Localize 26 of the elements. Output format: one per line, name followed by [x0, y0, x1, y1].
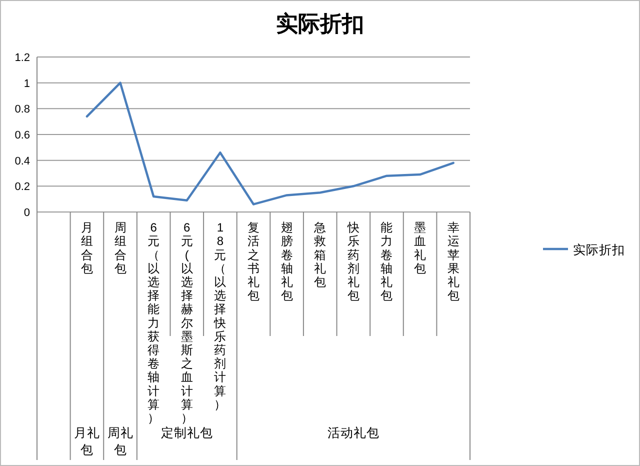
y-tick-label: 0.6	[14, 130, 30, 142]
line-series	[86, 82, 454, 206]
x-tick-label: 月组合包	[80, 220, 93, 276]
text: 月礼包	[74, 426, 100, 457]
y-tick-label: 1.2	[14, 52, 30, 64]
y-tick-label: 0.4	[14, 155, 30, 168]
text: 活动礼包	[327, 426, 380, 440]
category-label: 6元（以选择能力获得卷轴计算）	[148, 220, 160, 425]
category-label: 6元(以选择赫尔墨斯之血计算）	[180, 220, 193, 425]
y-tick-label: 0.2	[14, 181, 30, 194]
category-label: 18元（以选择快乐药剂计算）	[214, 220, 226, 412]
x-tick-label: 急救箱礼包	[313, 220, 326, 289]
x-tick-label: 能力卷轴礼包	[380, 220, 393, 303]
x-tick-label: 周组合包	[114, 220, 126, 276]
x-tick-label: 复活之书礼包	[248, 220, 260, 303]
y-tick-label: 0	[24, 207, 30, 219]
legend-label: 实际折扣	[573, 243, 625, 257]
y-tick-label: 1	[24, 78, 30, 90]
x-tick-label: 快乐药剂礼包	[346, 220, 360, 303]
y-tick-label: 0.8	[14, 104, 30, 116]
text: 周礼包	[107, 426, 134, 457]
x-tick-label: 墨血礼包	[414, 220, 426, 276]
text: 定制礼包	[160, 426, 213, 440]
x-tick-label: 翅膀卷轴礼包	[280, 220, 293, 303]
x-tick-label: 幸运苹果礼包	[447, 220, 460, 303]
chart-title: 实际折扣	[276, 11, 364, 36]
